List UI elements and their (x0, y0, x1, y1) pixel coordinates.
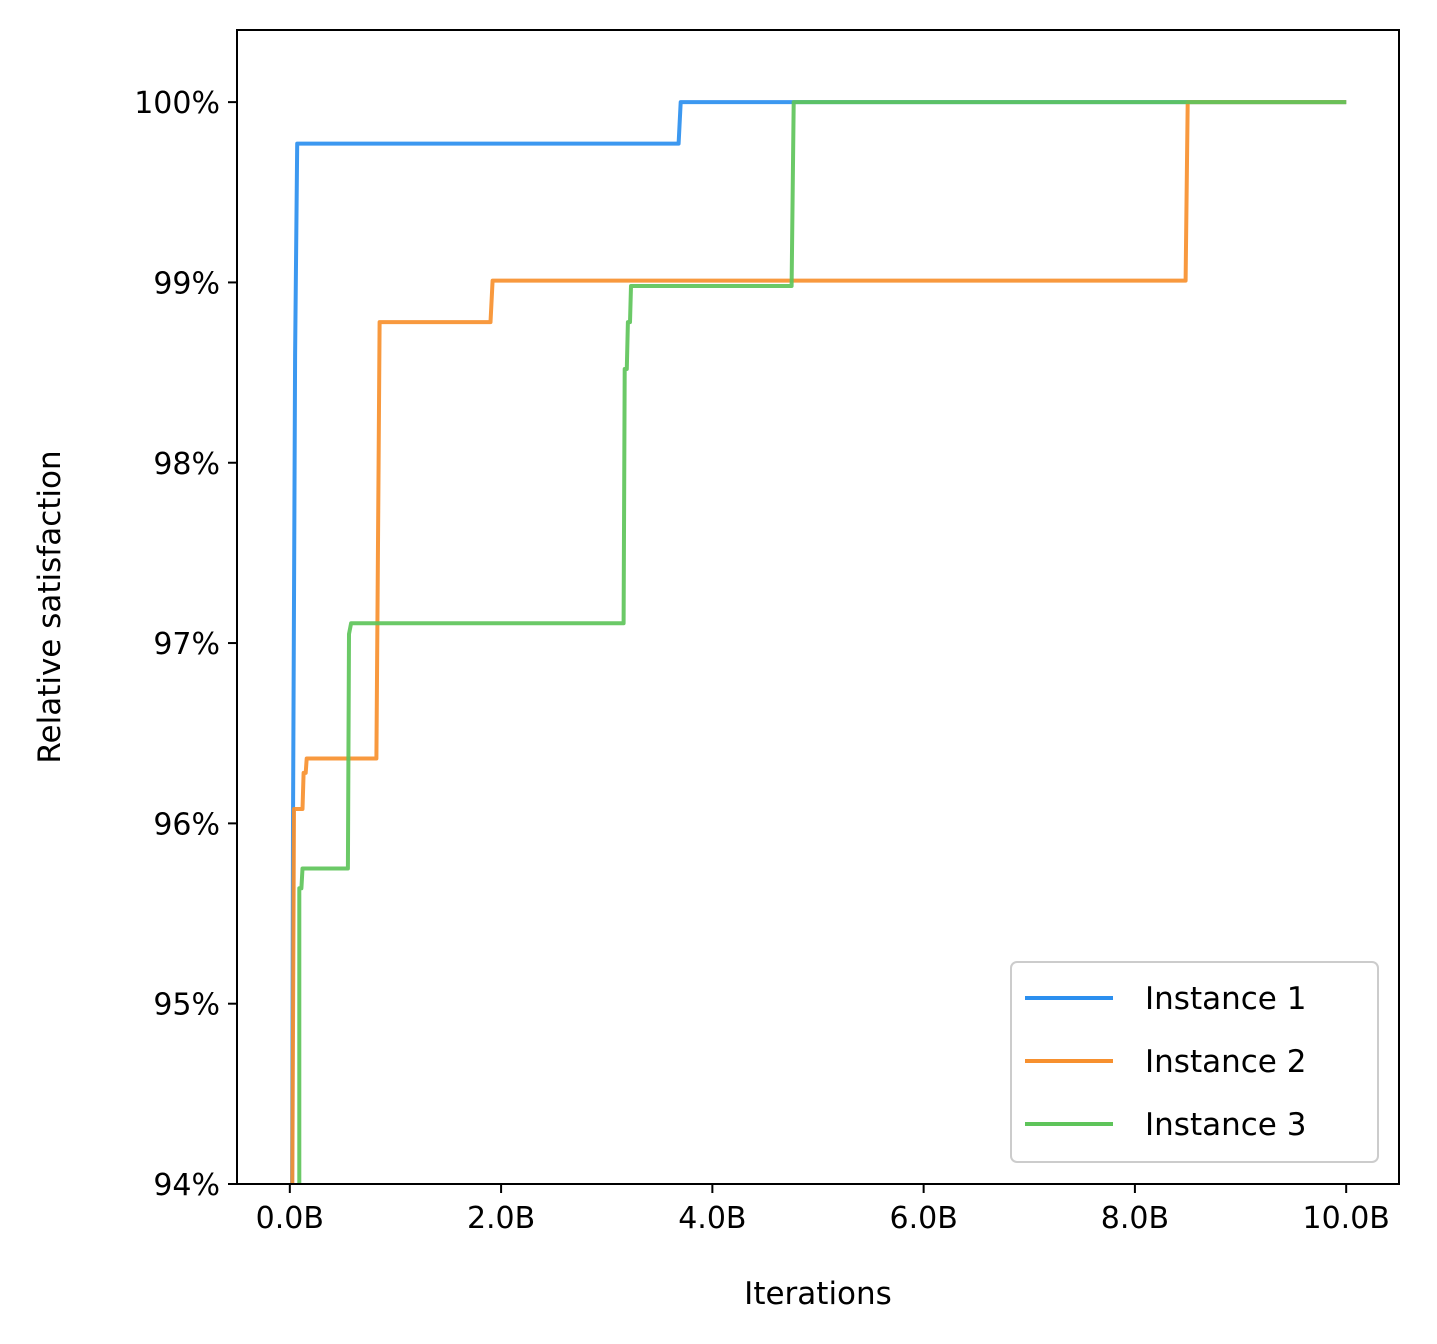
x-axis: 0.0B 2.0B 4.0B 6.0B 8.0B 10.0B (256, 1184, 1390, 1236)
y-tick-label-3: 97% (153, 627, 220, 662)
legend-box (1010, 961, 1379, 1163)
y-tick-label-4: 98% (153, 447, 220, 482)
x-tick-label-3: 6.0B (889, 1201, 957, 1236)
legend-label-instance-1: Instance 1 (1145, 981, 1306, 1017)
y-tick-label-5: 99% (153, 266, 220, 301)
series-line-instance-2 (290, 100, 1347, 1184)
y-axis-label: Relative satisfaction (32, 450, 68, 763)
legend: Instance 1 Instance 2 Instance 3 (1010, 961, 1379, 1163)
x-tick-label-4: 8.0B (1101, 1201, 1169, 1236)
y-tick-label-2: 96% (153, 807, 220, 842)
x-tick-label-1: 2.0B (467, 1201, 535, 1236)
y-tick-label-6: 100% (134, 86, 220, 121)
x-axis-label: Iterations (744, 1276, 892, 1312)
x-tick-label-2: 4.0B (678, 1201, 746, 1236)
x-tick-label-5: 10.0B (1302, 1201, 1389, 1236)
x-tick-label-0: 0.0B (256, 1201, 324, 1236)
legend-label-instance-3: Instance 3 (1145, 1107, 1306, 1143)
plot-frame (236, 29, 1400, 1185)
y-tick-label-1: 95% (153, 988, 220, 1023)
series-layer (290, 100, 1347, 1184)
legend-label-instance-2: Instance 2 (1145, 1044, 1306, 1080)
y-tick-label-0: 94% (153, 1168, 220, 1203)
series-line-instance-3 (297, 100, 1347, 1184)
y-axis: 94% 95% 96% 97% 98% 99% 100% (134, 86, 237, 1203)
